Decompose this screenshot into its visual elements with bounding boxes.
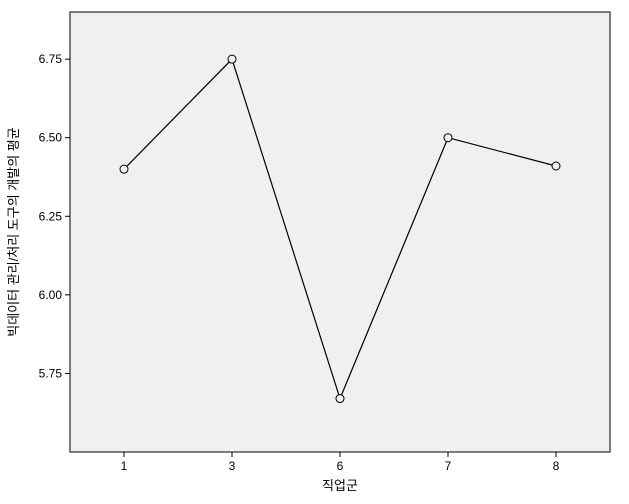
data-marker xyxy=(120,165,128,173)
data-marker xyxy=(552,162,560,170)
svg-text:6.25: 6.25 xyxy=(39,209,63,223)
x-axis-label: 직업군 xyxy=(322,478,358,493)
svg-text:5.75: 5.75 xyxy=(39,366,63,380)
data-marker xyxy=(336,395,344,403)
svg-text:8: 8 xyxy=(553,459,560,473)
svg-text:3: 3 xyxy=(229,459,236,473)
y-axis-label: 빅데이터 관리/처리 도구의 개발의 평균 xyxy=(6,127,21,336)
chart-container: 5.75 6.00 6.25 6.50 6.75 1 3 6 7 8 직업군 빅데이터 관리/처리 도… xyxy=(0,0,629,504)
svg-text:6: 6 xyxy=(337,459,344,473)
data-marker xyxy=(444,134,452,142)
line-chart: 5.75 6.00 6.25 6.50 6.75 1 3 6 7 8 직업군 빅데이터 관리/처리 도… xyxy=(0,0,629,504)
svg-text:6.00: 6.00 xyxy=(39,288,63,302)
data-marker xyxy=(228,55,236,63)
svg-text:7: 7 xyxy=(445,459,452,473)
svg-text:6.75: 6.75 xyxy=(39,52,63,66)
svg-text:6.50: 6.50 xyxy=(39,131,63,145)
svg-text:1: 1 xyxy=(121,459,128,473)
